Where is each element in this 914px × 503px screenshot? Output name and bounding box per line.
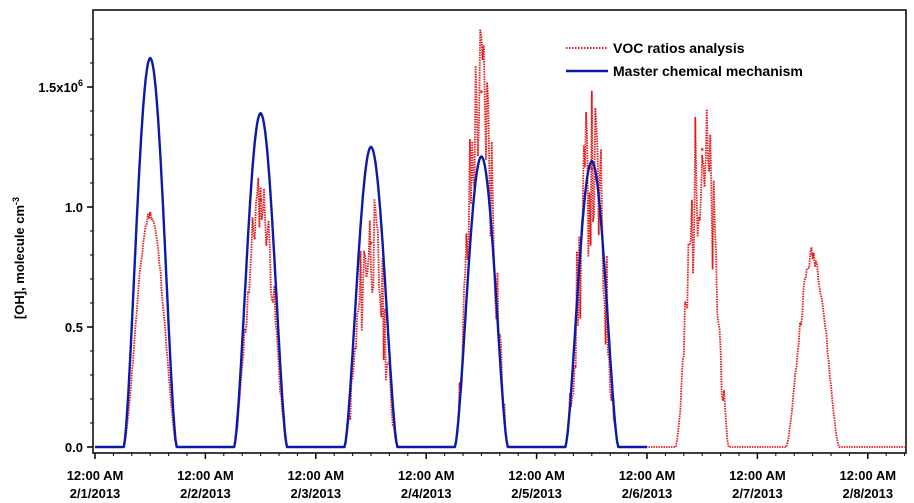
series-layer xyxy=(94,29,905,449)
x-tick-time-label: 12:00 AM xyxy=(67,468,124,483)
y-tick-label: 1.0 xyxy=(65,200,83,215)
y-tick-label-exponent: 6 xyxy=(78,78,83,88)
mcm-peak-point xyxy=(590,160,594,163)
x-tick-date-label: 2/8/2013 xyxy=(842,486,893,501)
voc-peak-point xyxy=(590,167,594,171)
voc-peak-point xyxy=(369,241,373,245)
x-tick-date-label: 2/5/2013 xyxy=(511,486,562,501)
x-tick-date-label: 2/7/2013 xyxy=(732,486,783,501)
x-tick-date-label: 2/2/2013 xyxy=(180,486,231,501)
x-tick-time-label: 12:00 AM xyxy=(619,468,676,483)
voc-peak-point xyxy=(259,198,262,202)
x-tick-time-label: 12:00 AM xyxy=(287,468,344,483)
y-axis-title: [OH], molecule cm-3 xyxy=(11,197,27,319)
mcm-peak-point xyxy=(369,145,373,149)
x-tick-time-label: 12:00 AM xyxy=(839,468,896,483)
x-tick-time-label: 12:00 AM xyxy=(729,468,786,483)
y-tick-label: 0.0 xyxy=(65,440,83,455)
y-tick-label-text: 1.5x10 xyxy=(38,80,78,95)
y-axis-title-exponent: -3 xyxy=(11,197,21,205)
y-tick-label-text: 1.0 xyxy=(65,200,83,215)
legend-label-mcm: Master chemical mechanism xyxy=(613,63,803,79)
voc-peak-point xyxy=(148,212,152,216)
legend: VOC ratios analysis Master chemical mech… xyxy=(566,40,803,79)
voc-peak-point xyxy=(480,90,483,94)
x-tick-date-label: 2/3/2013 xyxy=(290,486,341,501)
mcm-peak-point xyxy=(259,112,262,115)
x-tick-time-label: 12:00 AM xyxy=(177,468,234,483)
mcm-peak-point xyxy=(480,155,483,159)
x-tick-date-label: 2/4/2013 xyxy=(401,486,452,501)
y-tick-label-text: 0.0 xyxy=(65,440,83,455)
y-tick-label-text: 0.5 xyxy=(65,320,83,335)
y-tick-label: 0.5 xyxy=(65,320,83,335)
x-tick-date-label: 2/1/2013 xyxy=(70,486,121,501)
voc-peak-point xyxy=(811,253,814,257)
y-tick-label: 1.5x106 xyxy=(38,78,83,95)
x-tick-time-label: 12:00 AM xyxy=(508,468,565,483)
x-axis: 12:00 AM 2/1/2013 12:00 AM 2/2/2013 12:00 AM… xyxy=(67,453,906,501)
x-tick-time-label: 12:00 AM xyxy=(398,468,455,483)
y-axis-title-main: [OH], molecule cm xyxy=(12,205,27,319)
series-line xyxy=(95,29,905,448)
x-tick-date-label: 2/6/2013 xyxy=(622,486,673,501)
legend-label-voc: VOC ratios analysis xyxy=(613,40,745,56)
mcm-peak-point xyxy=(148,56,152,60)
voc-peak-point xyxy=(700,148,704,151)
y-axis: 0.0 0.5 1.0 1.5x106 xyxy=(38,38,93,455)
